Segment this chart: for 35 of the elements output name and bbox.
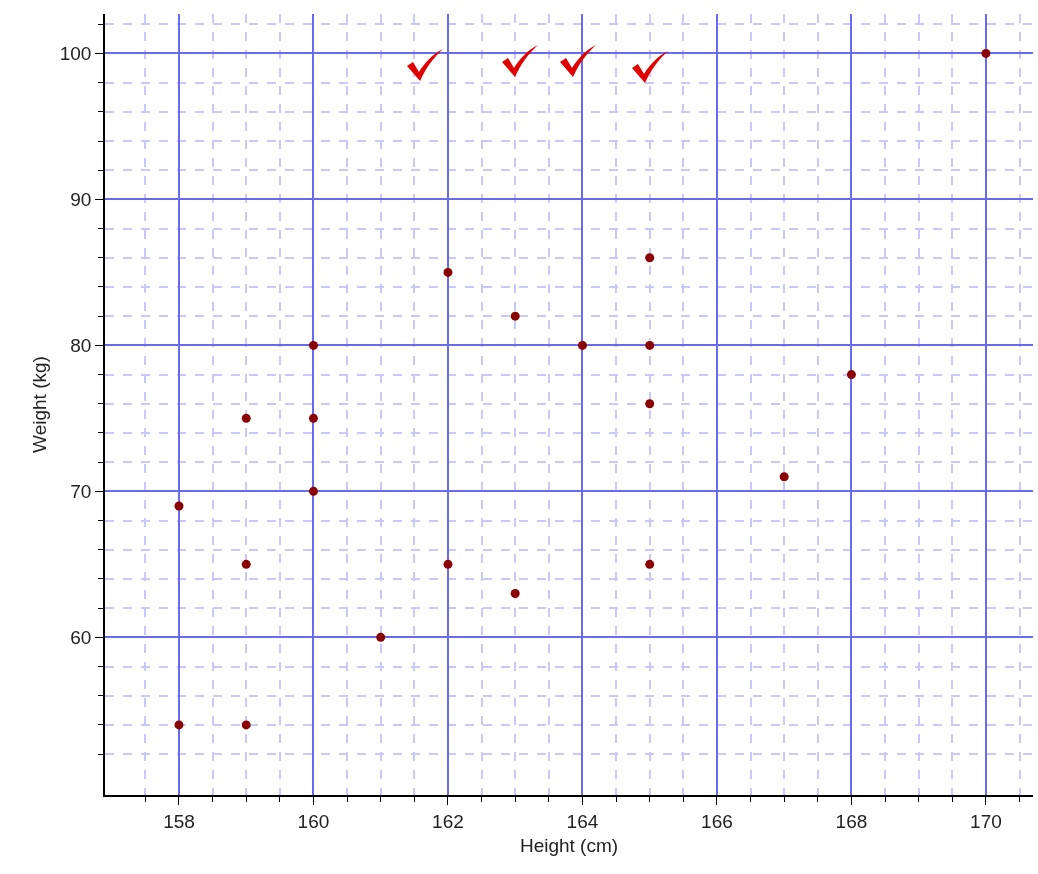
x-tick-label: 164 xyxy=(566,810,599,832)
point xyxy=(645,559,655,569)
y-tick-label: 80 xyxy=(70,335,92,357)
point xyxy=(241,720,251,730)
x-axis-title: Height (cm) xyxy=(519,834,619,856)
point xyxy=(174,720,184,730)
point xyxy=(443,559,453,569)
point xyxy=(645,340,655,350)
point xyxy=(779,472,789,482)
point xyxy=(174,501,184,511)
point xyxy=(510,589,520,599)
x-tick-label: 168 xyxy=(835,810,868,832)
point xyxy=(308,486,318,496)
y-tick-label: 70 xyxy=(70,481,92,503)
point xyxy=(443,267,453,277)
point xyxy=(645,399,655,409)
point xyxy=(577,340,587,350)
point xyxy=(308,340,318,350)
y-tick-label: 60 xyxy=(70,626,92,648)
point xyxy=(510,311,520,321)
point xyxy=(981,48,991,58)
x-tick-label: 158 xyxy=(163,810,195,832)
point xyxy=(376,632,386,642)
point xyxy=(308,413,318,423)
point xyxy=(241,559,251,569)
x-tick-label: 160 xyxy=(297,810,330,832)
x-tick-label: 170 xyxy=(970,810,1002,832)
point xyxy=(846,370,856,380)
x-tick-label: 166 xyxy=(701,810,733,832)
y-tick-label: 90 xyxy=(70,189,92,211)
point xyxy=(241,413,251,423)
x-tick-label: 162 xyxy=(432,810,464,832)
point xyxy=(645,253,655,263)
y-tick-label: 100 xyxy=(59,43,92,65)
y-axis-title: Weight (kg) xyxy=(29,356,51,453)
